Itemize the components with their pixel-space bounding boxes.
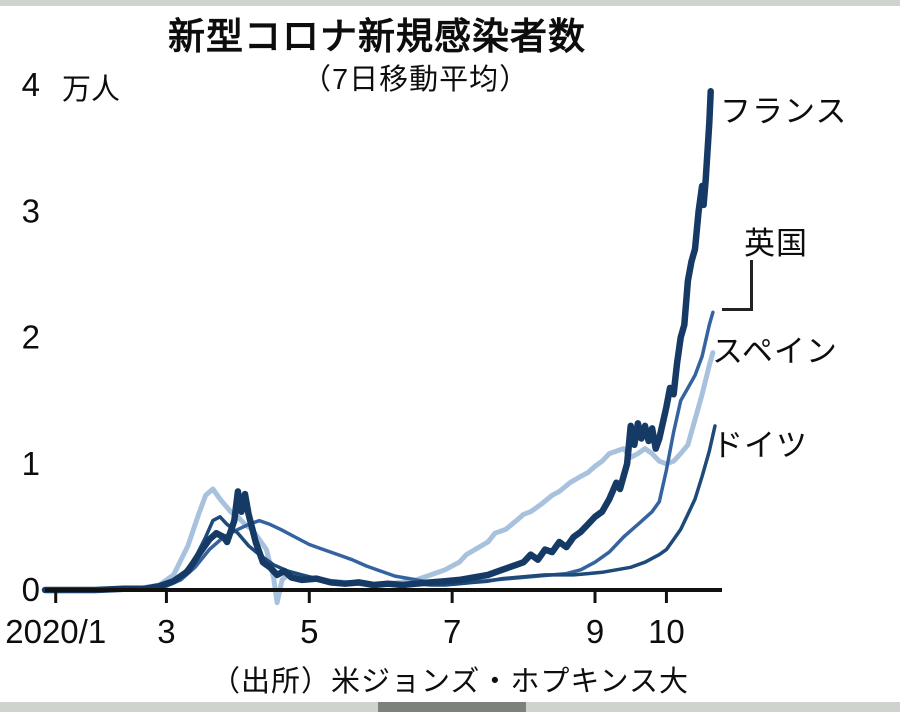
bottom-edge-strip-dark-segment <box>378 702 526 712</box>
y-tick-label: 0 <box>22 571 40 608</box>
y-tick-label: 2 <box>22 319 40 356</box>
source-note: （出所）米ジョンズ・ホプキンス大 <box>211 666 689 698</box>
y-axis-unit-label: 万人 <box>62 74 121 106</box>
y-tick-label: 3 <box>22 192 40 229</box>
y-tick-label: 1 <box>22 445 40 482</box>
series-label-uk: 英国 <box>744 226 808 261</box>
chart-title: 新型コロナ新規感染者数 <box>168 16 586 57</box>
x-tick-label: 3 <box>157 613 175 650</box>
chart-subtitle: （7日移動平均） <box>302 64 530 96</box>
series-line <box>42 350 716 606</box>
top-edge-strip <box>0 0 900 6</box>
x-tick-label: 5 <box>300 613 318 650</box>
y-tick-label: 4 <box>22 66 40 103</box>
series-label-germany: ドイツ <box>712 428 808 463</box>
x-tick-label: 9 <box>586 613 604 650</box>
series-line <box>41 88 714 594</box>
x-tick-label: 10 <box>648 613 685 650</box>
x-tick-label: 2020/1 <box>5 613 106 650</box>
series-label-france: フランス <box>720 94 848 129</box>
x-tick-label: 7 <box>443 613 461 650</box>
uk-leader-line <box>722 260 753 311</box>
series-label-spain: スペイン <box>712 334 838 369</box>
